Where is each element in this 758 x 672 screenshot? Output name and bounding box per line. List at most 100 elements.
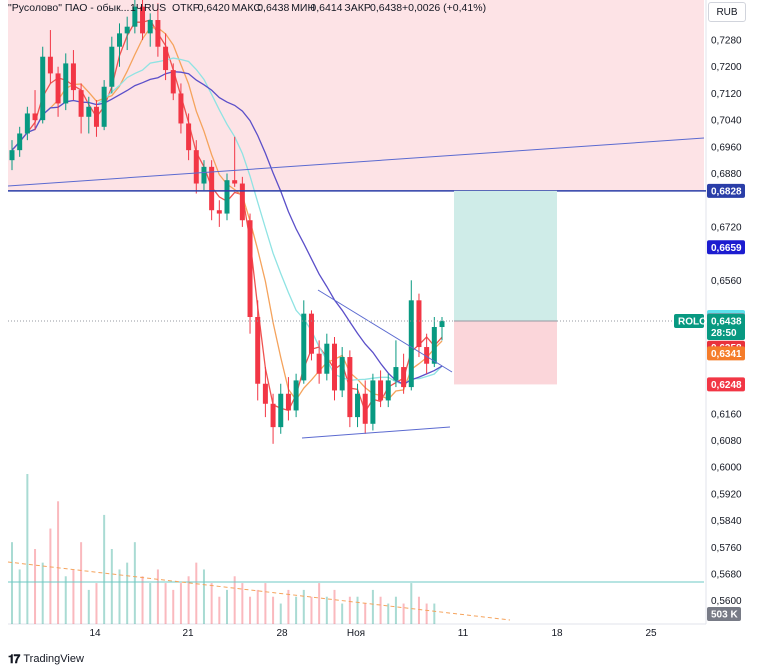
candle-body	[439, 321, 445, 328]
price-tick-label: 0,6960	[711, 142, 742, 153]
candle-body	[278, 393, 284, 428]
countdown-label: 28:50	[711, 328, 737, 339]
volume-badge-bg	[707, 607, 741, 621]
candle	[439, 317, 445, 341]
volume-bar	[279, 603, 282, 624]
time-axis[interactable]: 14 21 28 Ноя 11 18 25	[89, 628, 657, 639]
volume-bar	[325, 596, 328, 624]
volume-badge-label: 503 K	[711, 610, 738, 621]
volume-bar	[149, 583, 152, 624]
volume-bar	[341, 603, 344, 624]
candle-body	[293, 380, 299, 411]
candle-body	[155, 20, 161, 47]
ohlc-value: 0,6438	[370, 2, 402, 14]
candle	[32, 90, 38, 131]
candle-body	[109, 46, 115, 87]
volume-bar	[80, 542, 83, 624]
candle-body	[78, 90, 84, 117]
time-tick-label: 25	[645, 628, 657, 639]
trend-line-upper	[7, 137, 705, 187]
volume-trend-line	[7, 561, 511, 621]
volume-bar	[210, 583, 213, 624]
price-badge: 0,6341	[707, 346, 745, 361]
volume-bar	[156, 569, 159, 624]
volume-bar	[133, 542, 136, 624]
candle-body	[193, 150, 199, 184]
candle	[378, 370, 384, 408]
volume-bar	[287, 589, 290, 624]
price-tick-label: 0,6560	[711, 276, 742, 287]
price-badge-bg	[707, 240, 745, 255]
candle-body	[339, 357, 345, 391]
candle-body	[362, 393, 368, 424]
volume-bar	[226, 589, 228, 624]
price-tick-label: 0,7200	[711, 62, 742, 73]
candle-body	[117, 33, 122, 47]
candle	[70, 50, 76, 101]
time-tick-label: Ноя	[347, 628, 365, 639]
candle-body	[86, 106, 92, 117]
candle-body	[70, 63, 76, 91]
change-value: +0,0026 (+0,41%)	[402, 2, 486, 14]
last-price-label: 0,6438	[711, 317, 742, 328]
candle	[308, 310, 314, 361]
volume-bar	[195, 562, 198, 624]
price-tick-label: 0,5920	[711, 489, 742, 500]
volume-bar	[333, 589, 336, 624]
candle	[262, 367, 268, 418]
candle	[101, 80, 107, 131]
volume-bar	[348, 596, 351, 624]
currency-button[interactable]: RUB	[708, 2, 746, 22]
candle	[132, 0, 138, 34]
candle-body	[9, 150, 15, 161]
candle	[163, 33, 169, 81]
candle-body	[170, 70, 176, 94]
volume-bar	[126, 562, 129, 624]
candle	[201, 160, 207, 191]
price-badge-bg	[707, 377, 745, 392]
volume-bar	[272, 596, 275, 624]
price-tick-label: 0,6880	[711, 169, 742, 180]
drawings[interactable]	[7, 137, 706, 439]
candle-body	[424, 347, 430, 364]
volume-bar	[110, 549, 113, 624]
price-tick-label: 0,7040	[711, 116, 742, 127]
volume-bar	[302, 589, 305, 624]
triangle-lower-line	[301, 426, 451, 439]
candle-body	[324, 343, 330, 374]
price-badge-bg	[707, 183, 745, 198]
candle-body	[163, 46, 169, 71]
candle	[393, 340, 399, 388]
price-badge-label: 0,6828	[711, 186, 742, 197]
target-zone	[454, 190, 557, 322]
price-axis[interactable]: 0,7280 0,7200 0,7120 0,7040 0,6960 0,6880 0,67…	[674, 36, 745, 621]
candle-body	[209, 166, 215, 211]
candle-body	[140, 6, 146, 34]
candle	[278, 383, 284, 434]
candle	[416, 293, 422, 358]
volume-bar	[202, 569, 205, 624]
candle	[370, 373, 376, 431]
price-badge: 0,6828	[707, 183, 745, 198]
footer-brand: TradingView	[23, 653, 84, 665]
ohlc-value: 0,6438	[257, 2, 289, 14]
volume-bar	[394, 596, 397, 624]
candle	[224, 173, 230, 221]
price-tick-label: 0,7280	[711, 36, 742, 47]
time-tick-label: 21	[182, 628, 194, 639]
volume-bar	[417, 596, 420, 624]
volume-bar	[103, 514, 106, 624]
candles[interactable]	[9, 0, 445, 444]
candle-body	[270, 403, 276, 428]
price-badge-bg	[707, 346, 745, 361]
price-badge: 0,6248	[707, 377, 745, 392]
candle-body	[255, 317, 261, 384]
volume-bar	[57, 501, 60, 624]
interval-label: 1Ч	[130, 2, 143, 14]
volume-bar	[379, 596, 382, 624]
candle-body	[247, 220, 253, 318]
ohlc-label: МАКС	[232, 2, 262, 14]
candle	[216, 200, 222, 227]
candle	[239, 176, 245, 227]
